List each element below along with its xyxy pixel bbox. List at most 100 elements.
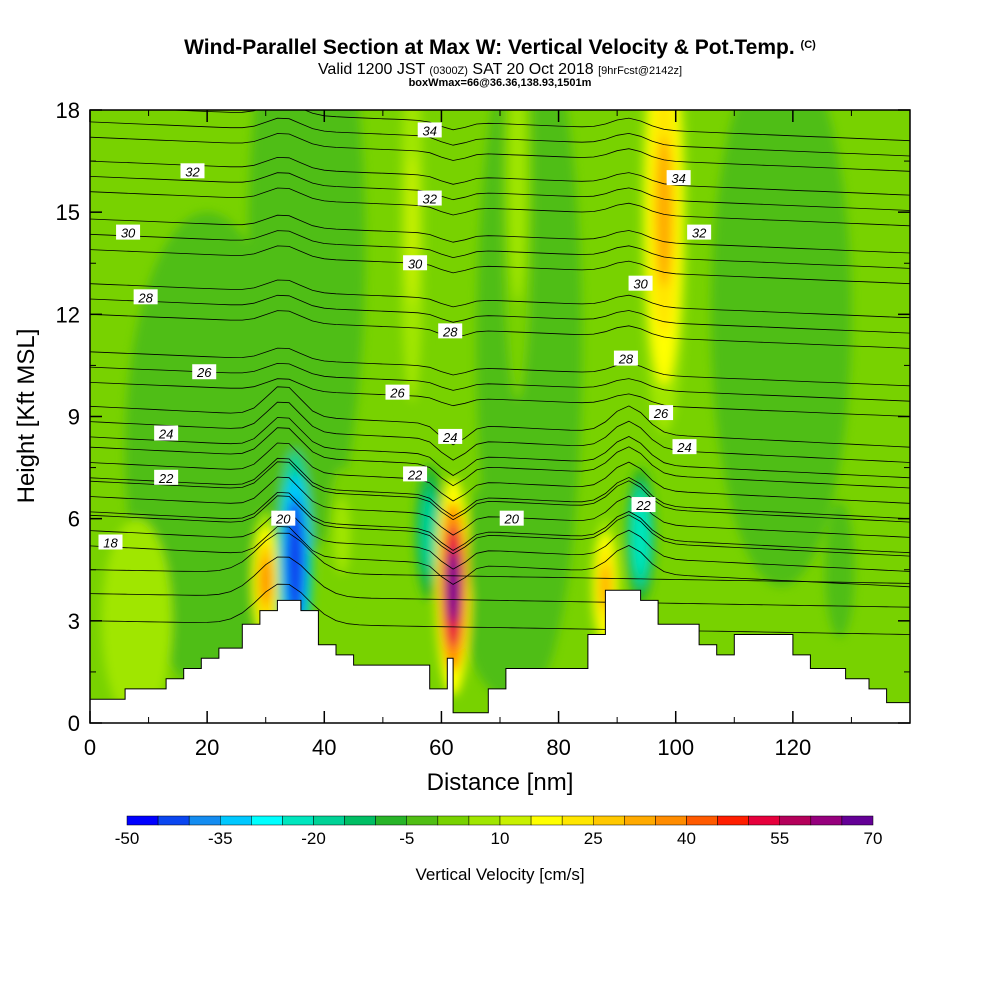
colorbar-swatch [126, 815, 159, 826]
colorbar-label: 55 [770, 829, 789, 848]
contour-label: 30 [116, 224, 141, 241]
colorbar-swatch [624, 815, 656, 826]
colorbar-swatch [157, 815, 190, 826]
svg-text:28: 28 [137, 290, 153, 305]
colorbar-swatch [468, 815, 501, 826]
colorbar-swatch [313, 815, 345, 826]
velocity-band [101, 518, 172, 723]
theta-contour [90, 117, 910, 157]
velocity-band [248, 110, 366, 553]
colorbar-swatch [530, 815, 563, 826]
theta-contour [90, 187, 910, 227]
svg-text:20: 20 [275, 512, 291, 527]
colorbar-swatch [655, 815, 687, 826]
terrain-profile [90, 589, 910, 723]
svg-text:22: 22 [158, 471, 174, 486]
theta-contour [90, 461, 910, 523]
x-tick-label: 80 [546, 735, 570, 760]
velocity-cell [640, 110, 688, 434]
theta-contour [162, 110, 910, 142]
x-tick-label: 20 [195, 735, 219, 760]
svg-text:32: 32 [692, 226, 707, 241]
terrain [90, 589, 910, 723]
svg-text:18: 18 [103, 536, 118, 551]
y-tick-label: 9 [68, 405, 80, 430]
theta-contour [90, 556, 910, 608]
theta-contour [90, 401, 910, 463]
theta-contour [90, 214, 910, 254]
theta-contour [90, 133, 910, 172]
colorbar-swatch [344, 815, 376, 826]
contour-label: 24 [154, 425, 179, 442]
contour-label: 34 [666, 170, 691, 186]
svg-text:34: 34 [671, 171, 685, 186]
contour-label: 22 [631, 497, 656, 513]
theta-contour [90, 279, 910, 319]
contour-label: 24 [438, 428, 463, 445]
x-tick-label: 40 [312, 735, 336, 760]
theta-contour [90, 172, 910, 211]
colorbar-swatch [810, 815, 843, 826]
velocity-cell [625, 467, 656, 604]
contour-label: 18 [98, 534, 123, 551]
colorbar-swatch [717, 815, 749, 826]
svg-text:26: 26 [196, 365, 212, 380]
theta-contour [90, 526, 910, 588]
theta-contour [90, 362, 910, 402]
colorbar: -50 -35 -20 -5 10 25 40 55 70 [115, 815, 883, 848]
colorbar-label: 10 [491, 829, 510, 848]
x-tick-label: 60 [429, 735, 453, 760]
y-tick-label: 6 [68, 507, 80, 532]
colorbar-swatch [593, 815, 625, 826]
svg-text:28: 28 [618, 352, 634, 367]
chart-subtitle: Valid 1200 JST (0300Z) SAT 20 Oct 2018 [… [317, 61, 683, 78]
contour-label: 28 [613, 350, 638, 367]
colorbar-swatch [561, 815, 594, 826]
y-axis-label: Height [Kft MSL] [13, 329, 40, 504]
colorbar-swatch [406, 815, 439, 826]
theta-contour [90, 427, 910, 489]
colorbar-label: 70 [864, 829, 883, 848]
svg-text:34: 34 [422, 123, 436, 138]
contour-label: 32 [687, 224, 712, 241]
svg-text:26: 26 [389, 386, 405, 401]
velocity-cell [327, 467, 357, 604]
contour-label: 30 [628, 275, 653, 292]
colorbar-label: 25 [584, 829, 603, 848]
colorbar-swatch [686, 815, 718, 826]
contour-label: 26 [649, 405, 674, 421]
y-tick-label: 12 [56, 302, 80, 327]
theta-contour [90, 245, 910, 285]
velocity-cell [825, 501, 855, 638]
velocity-cell [467, 484, 498, 621]
theta-contour [90, 310, 910, 349]
colorbar-swatch [282, 815, 314, 826]
contour-labels: 18 20 20 22 22 22 24 24 24 26 26 26 28 28 28 30 30 30 32 32… [98, 122, 712, 551]
colorbar-swatch [841, 815, 874, 826]
velocity-cell [502, 110, 533, 400]
svg-text:24: 24 [676, 440, 691, 455]
contour-label: 28 [438, 323, 463, 339]
x-tick-label: 0 [84, 735, 96, 760]
svg-text:30: 30 [408, 256, 423, 271]
contour-label: 34 [417, 122, 442, 138]
contour-label: 20 [271, 510, 296, 527]
theta-contour [90, 532, 910, 584]
theta-contour [90, 442, 910, 504]
svg-text:26: 26 [653, 406, 669, 421]
colorbar-swatch [220, 815, 252, 826]
y-tick-label: 0 [68, 711, 80, 736]
velocity-field [90, 110, 910, 723]
colorbar-label: -5 [399, 829, 414, 848]
contour-label: 26 [192, 364, 217, 380]
colorbar-label: -20 [301, 829, 326, 848]
colorbar-swatch [748, 815, 781, 826]
svg-text:22: 22 [407, 467, 423, 482]
colorbar-label: -50 [115, 829, 140, 848]
svg-text:22: 22 [635, 498, 651, 513]
colorbar-swatch [779, 815, 812, 826]
theta-contours [90, 110, 910, 635]
svg-text:30: 30 [121, 226, 136, 241]
y-tick-label: 3 [68, 609, 80, 634]
